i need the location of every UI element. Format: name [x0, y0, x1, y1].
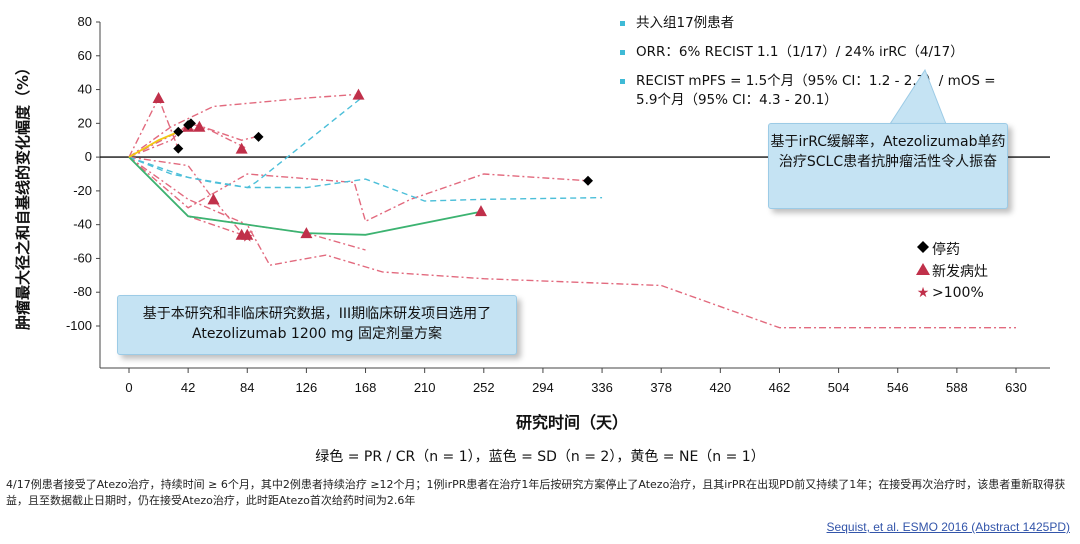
x-tick-label: 126	[296, 380, 318, 395]
marker-triangle	[300, 227, 313, 239]
x-tick-label: 462	[769, 380, 791, 395]
series-line	[128, 93, 355, 158]
summary-item: RECIST mPFS = 1.5个月（95% CI：1.2 - 2.7）/ m…	[618, 72, 996, 110]
y-tick-label: 60	[78, 48, 92, 63]
x-tick-label: 168	[355, 380, 377, 395]
pfs-os-text: RECIST mPFS = 1.5个月（95% CI：1.2 - 2.7）/ m…	[636, 73, 996, 108]
marker-legend: 停药 新发病灶 ★ >100%	[914, 238, 988, 304]
callout-dose: 基于本研究和非临床研究数据，III期临床研发项目选用了Atezolizumab …	[117, 295, 517, 355]
x-tick-label: 420	[709, 380, 731, 395]
x-tick-label: 252	[473, 380, 495, 395]
y-tick-label: 80	[78, 14, 92, 29]
color-key-note: 绿色 = PR / CR（n = 1），蓝色 = SD（n = 2），黄色 = …	[315, 449, 765, 465]
x-tick-label: 0	[125, 380, 132, 395]
series-line	[128, 156, 1016, 329]
callout-arrow	[889, 68, 947, 125]
x-tick-label: 336	[591, 380, 613, 395]
y-tick-label: 40	[78, 82, 92, 97]
y-tick-label: 20	[78, 115, 92, 130]
orr-text: ORR：6% RECIST 1.1（1/17）/ 24% irRC（4/17）	[636, 44, 964, 60]
legend-triangle-label: 新发病灶	[932, 264, 988, 280]
chart-axes: 80 60 40 20 0 -20 -40 -60 -80 -100 0 42 84 126 168 210 2…	[66, 14, 1050, 395]
y-tick-label: -100	[66, 318, 92, 333]
citation-link[interactable]: Sequist, et al. ESMO 2016 (Abstract 1425…	[826, 520, 1070, 534]
marker-diamond	[173, 126, 184, 137]
enrollment-text: 共入组17例患者	[636, 15, 735, 31]
summary-item: 共入组17例患者	[618, 14, 996, 33]
bullet-icon	[620, 50, 625, 55]
marker-diamond	[185, 118, 196, 129]
x-tick-label: 504	[828, 380, 850, 395]
series-line	[128, 127, 248, 158]
bullet-icon	[620, 21, 625, 26]
legend-triangle-row: 新发病灶	[914, 260, 988, 282]
footnote: 4/17例患者接受了Atezo治疗，持续时间 ≥ 6个月，其中2例患者持续治疗 …	[6, 478, 1066, 507]
x-tick-label: 588	[946, 380, 968, 395]
x-tick-label: 42	[181, 380, 195, 395]
legend-star-label: >100%	[932, 285, 984, 301]
y-tick-label: -40	[73, 217, 92, 232]
x-tick-label: 294	[532, 380, 554, 395]
summary-legend: 共入组17例患者 ORR：6% RECIST 1.1（1/17）/ 24% ir…	[618, 14, 996, 120]
bullet-icon	[620, 79, 625, 84]
marker-diamond	[173, 143, 184, 154]
series-line	[128, 156, 589, 223]
series-line	[128, 130, 179, 158]
marker-triangle	[152, 92, 165, 103]
y-tick-label: -20	[73, 183, 92, 198]
marker-triangle	[241, 228, 254, 240]
marker-triangle	[207, 193, 220, 205]
marker-triangle	[474, 205, 487, 217]
series-line	[128, 122, 256, 158]
x-tick-label: 630	[1005, 380, 1027, 395]
marker-triangle	[352, 88, 365, 100]
marker-diamond	[582, 175, 593, 186]
chart-markers: ★	[152, 88, 593, 245]
callout-conclusion-text: 基于irRC缓解率，Atezolizumab单药治疗SCLC患者抗肿瘤活性令人振…	[770, 134, 1006, 170]
x-tick-label: 546	[887, 380, 909, 395]
marker-triangle	[235, 142, 248, 154]
y-axis-label: 肿瘤最大径之和自基线的变化幅度（%）	[14, 60, 32, 330]
series-line	[128, 156, 248, 238]
x-tick-label: 378	[650, 380, 672, 395]
legend-diamond-label: 停药	[932, 242, 960, 258]
triangle-icon	[914, 263, 932, 279]
y-tick-label: 0	[85, 149, 92, 164]
y-tick-label: -60	[73, 250, 92, 265]
x-axis-label: 研究时间（天）	[516, 413, 628, 432]
marker-star: ★	[241, 229, 254, 245]
diamond-icon	[914, 241, 932, 257]
series-line	[128, 156, 484, 236]
callout-conclusion: 基于irRC缓解率，Atezolizumab单药治疗SCLC患者抗肿瘤活性令人振…	[768, 123, 1008, 209]
x-tick-label: 84	[240, 380, 254, 395]
marker-triangle	[193, 120, 206, 132]
summary-item: ORR：6% RECIST 1.1（1/17）/ 24% irRC（4/17）	[618, 43, 996, 62]
series-line	[128, 156, 603, 202]
star-icon: ★	[916, 285, 930, 301]
legend-star-row: ★ >100%	[914, 282, 988, 304]
legend-diamond-row: 停药	[914, 238, 988, 260]
callout-dose-text: 基于本研究和非临床研究数据，III期临床研发项目选用了Atezolizumab …	[142, 306, 492, 342]
y-tick-label: -80	[73, 284, 92, 299]
x-tick-label: 210	[414, 380, 436, 395]
marker-diamond	[253, 131, 264, 142]
